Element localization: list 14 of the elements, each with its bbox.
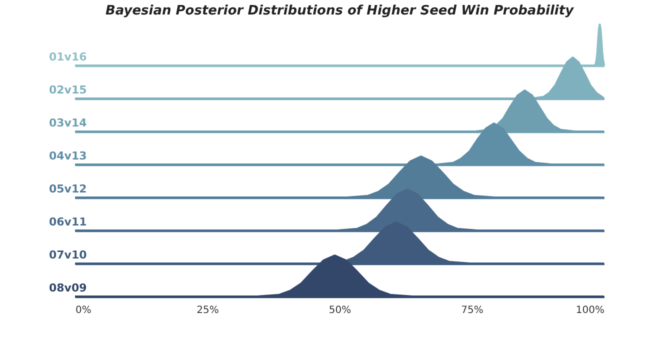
chart-title: Bayesian Posterior Distributions of Higher Seed Win Probability [105, 4, 574, 18]
x-tick-label: 50% [328, 305, 352, 316]
y-axis-title: 08v09 [49, 282, 87, 295]
y-axis-title: 06v11 [49, 216, 87, 229]
y-axis-title: 04v13 [49, 150, 87, 163]
x-tick-label: 0% [76, 305, 92, 316]
y-axis-title: 01v16 [49, 50, 88, 64]
y-axis-title: 05v12 [49, 182, 87, 196]
y-axis-title: 07v10 [49, 248, 88, 262]
y-axis-title: 03v14 [49, 116, 88, 130]
x-tick-label: 25% [196, 305, 219, 316]
x-tick-label: 100% [576, 305, 604, 316]
x-tick-label: 75% [461, 305, 484, 316]
y-axis-title: 02v15 [49, 84, 87, 97]
